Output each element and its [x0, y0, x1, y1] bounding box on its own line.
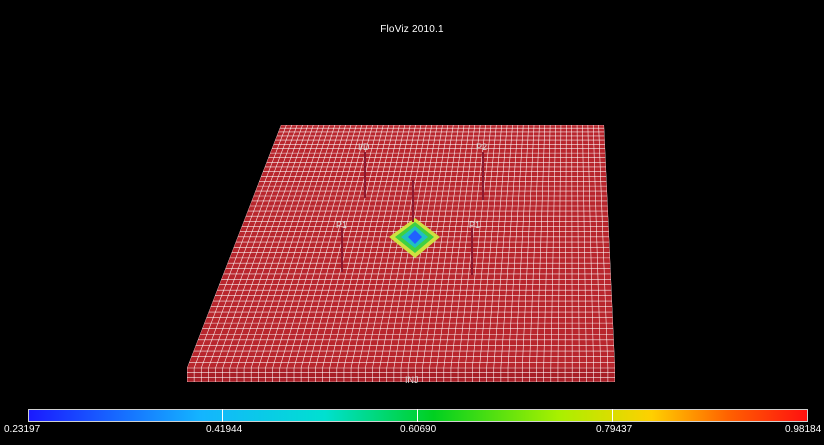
colorbar-label: 0.79437: [596, 424, 633, 435]
colorbar-max-label: 0.98184: [785, 424, 822, 435]
well-p1-left[interactable]: P1: [336, 220, 347, 272]
colorbar-min-label: 0.23197: [4, 424, 41, 435]
color-scale-bar: [28, 409, 808, 422]
colorbar-tick: [417, 409, 418, 422]
window-title: FloViz 2010.1: [380, 24, 444, 35]
saturation-anomaly: [389, 218, 440, 258]
grid-lines: [187, 125, 615, 368]
grid-front-lines: [187, 368, 615, 382]
well-label: INJ: [405, 375, 419, 385]
well-label: I/D: [358, 142, 370, 152]
well-label: P1: [469, 220, 480, 230]
well-id[interactable]: I/D: [358, 142, 370, 198]
well-label: P2: [476, 142, 487, 152]
well-p2[interactable]: P2: [476, 142, 487, 200]
well-label: P1: [336, 220, 347, 230]
colorbar-label: 0.41944: [206, 424, 243, 435]
colorbar-label: 0.60690: [400, 424, 437, 435]
well-p1-right[interactable]: P1: [469, 220, 480, 275]
colorbar-tick: [222, 409, 223, 422]
colorbar-tick: [612, 409, 613, 422]
